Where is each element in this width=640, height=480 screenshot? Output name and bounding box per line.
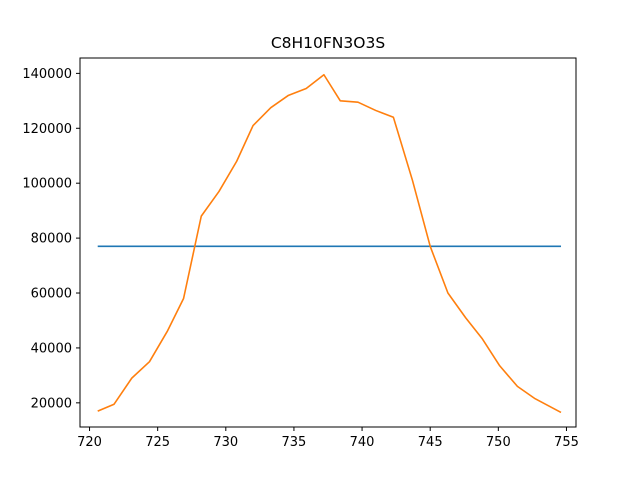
y-tick-label: 40000 bbox=[31, 341, 72, 356]
axes-frame bbox=[79, 57, 577, 428]
x-tick-label: 745 bbox=[418, 435, 443, 450]
y-tick-label: 120000 bbox=[22, 122, 72, 137]
y-tick-label: 140000 bbox=[22, 67, 72, 82]
y-tick-label: 20000 bbox=[31, 396, 72, 411]
x-tick-label: 735 bbox=[282, 435, 307, 450]
x-tick-label: 755 bbox=[554, 435, 579, 450]
y-tick-label: 60000 bbox=[31, 287, 72, 302]
x-tick-label: 750 bbox=[486, 435, 511, 450]
y-tick-label: 100000 bbox=[22, 177, 72, 192]
plot-area bbox=[97, 73, 562, 414]
series-line-2 bbox=[97, 73, 562, 414]
x-tick-label: 720 bbox=[77, 435, 102, 450]
axes: 720 725 730 735 740 745 750 755 20000 40000 60000 8… bbox=[22, 57, 579, 450]
x-tick-label: 740 bbox=[350, 435, 375, 450]
x-tick-label: 725 bbox=[145, 435, 170, 450]
y-tick-label: 80000 bbox=[31, 232, 72, 247]
x-tick-label: 730 bbox=[213, 435, 238, 450]
chart-title: C8H10FN3O3S bbox=[271, 34, 385, 52]
